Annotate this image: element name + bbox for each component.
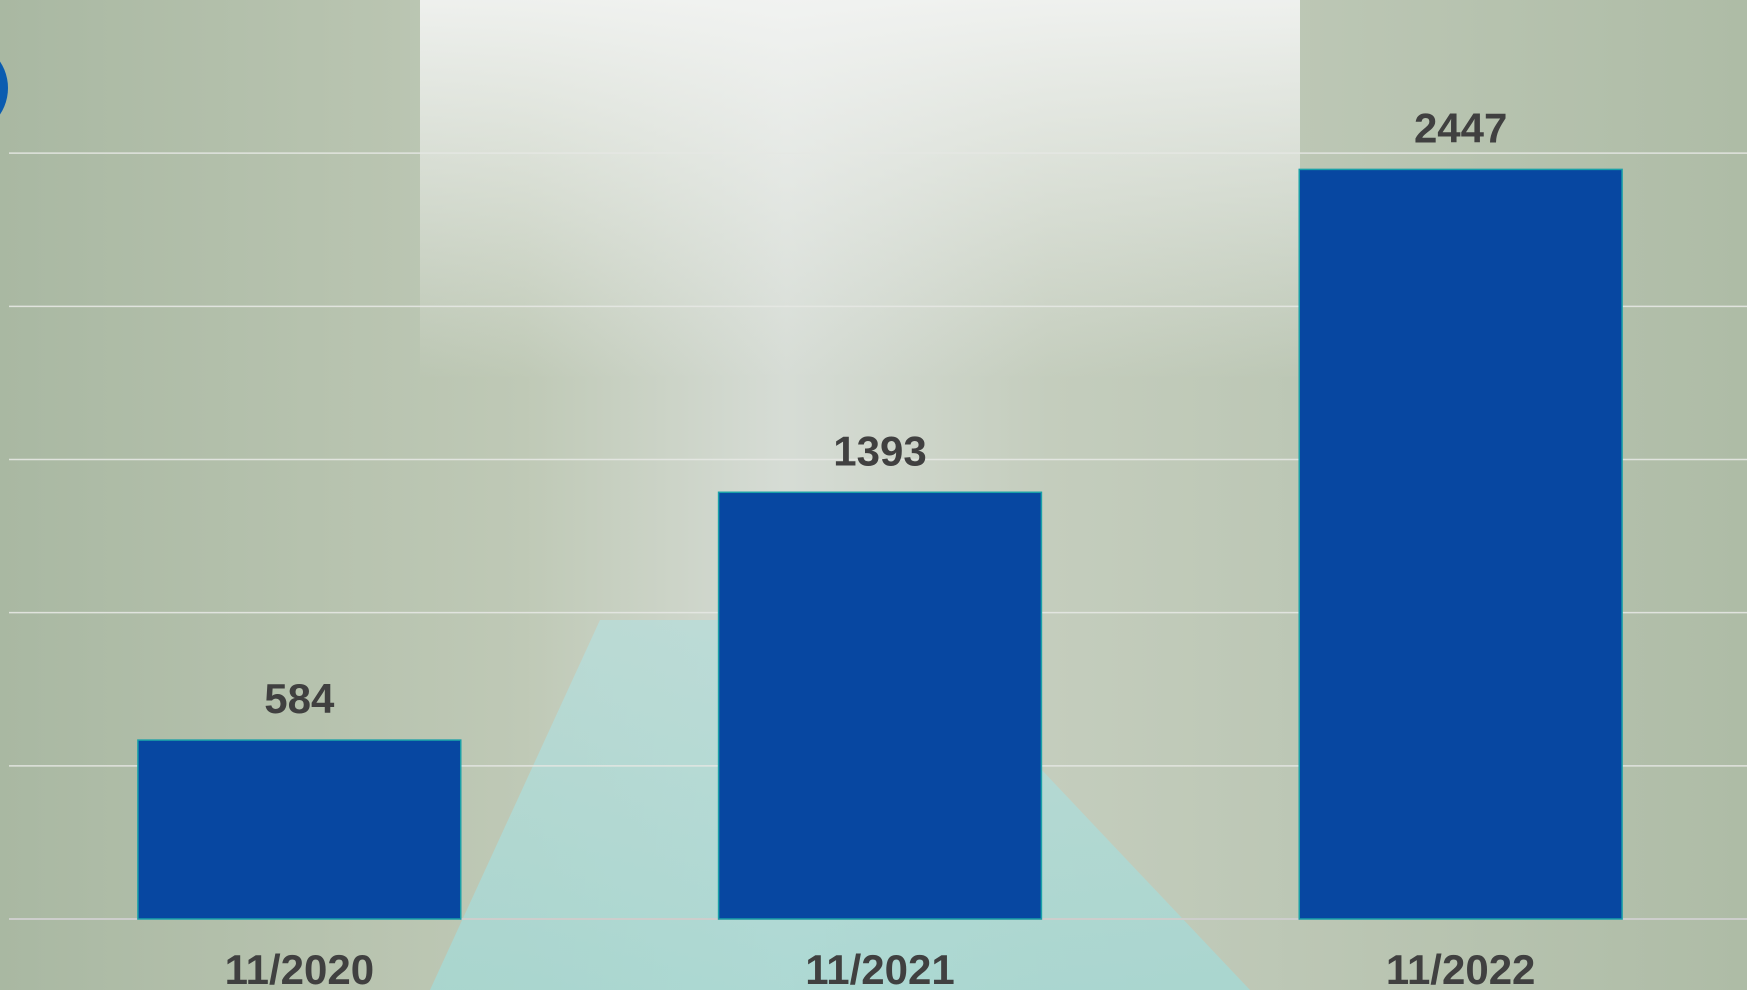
value-label: 584 bbox=[264, 675, 335, 722]
x-tick-label: 11/2021 bbox=[805, 946, 955, 990]
chart: 584 11/2020 1393 11/2021 2447 11/2022 bbox=[0, 0, 1747, 990]
bar bbox=[1299, 169, 1622, 919]
value-label: 1393 bbox=[833, 427, 926, 474]
x-tick-label: 11/2020 bbox=[225, 946, 375, 990]
x-tick-label: 11/2022 bbox=[1386, 946, 1536, 990]
value-label: 2447 bbox=[1414, 104, 1507, 151]
bar bbox=[719, 492, 1042, 919]
background-sky bbox=[420, 0, 1300, 380]
bar bbox=[138, 740, 461, 919]
page: 58411/2020139311/2021244711/2022 (() => … bbox=[0, 0, 1747, 990]
